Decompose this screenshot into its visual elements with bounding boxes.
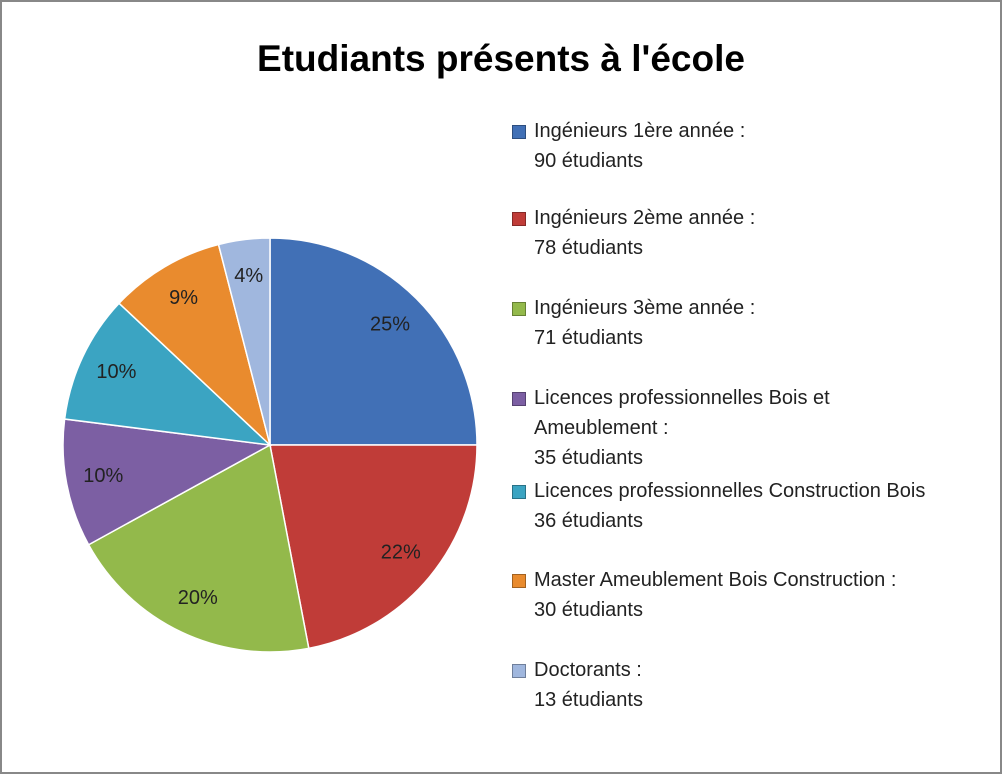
pie-slice — [269, 444, 478, 650]
legend-swatch — [512, 664, 526, 678]
data-label: 22% — [381, 541, 421, 563]
data-label: 10% — [96, 361, 136, 383]
data-label: 10% — [83, 465, 123, 487]
legend-entry: Ingénieurs 1ère année : 90 étudiants — [512, 116, 1000, 176]
pie-slice — [118, 243, 272, 448]
pie-slice — [63, 302, 273, 447]
legend-swatch — [512, 212, 526, 226]
data-label: 20% — [178, 587, 218, 609]
pie-slice — [269, 237, 478, 446]
legend-swatch — [512, 485, 526, 499]
chart-title: Etudiants présents à l'école — [257, 38, 745, 79]
legend-swatch — [512, 392, 526, 406]
legend-entry: Ingénieurs 3ème année : 71 étudiants — [512, 293, 1000, 353]
legend-label: Master Ameublement Bois Construction : 3… — [534, 569, 897, 621]
pie-slice — [87, 443, 310, 653]
data-label: 4% — [234, 265, 263, 287]
legend-entry: Licences professionnelles Bois et Ameubl… — [512, 383, 1000, 473]
legend-label: Licences professionnelles Bois et Ameubl… — [534, 387, 830, 469]
legend-swatch — [512, 125, 526, 139]
legend-label: Doctorants : 13 étudiants — [534, 659, 643, 711]
pie-slice — [217, 237, 271, 446]
data-label: 25% — [370, 313, 410, 335]
legend-entry: Licences professionnelles Construction B… — [512, 476, 1000, 536]
legend-entry: Ingénieurs 2ème année : 78 étudiants — [512, 203, 1000, 263]
data-label: 9% — [169, 287, 198, 309]
legend-entry: Master Ameublement Bois Construction : 3… — [512, 565, 1000, 625]
legend-label: Licences professionnelles Construction B… — [534, 480, 926, 532]
pie-slice — [62, 418, 273, 546]
legend-label: Ingénieurs 3ème année : 71 étudiants — [534, 297, 756, 349]
legend-label: Ingénieurs 1ère année : 90 étudiants — [534, 120, 746, 172]
legend-label: Ingénieurs 2ème année : 78 étudiants — [534, 207, 756, 259]
legend-entry: Doctorants : 13 étudiants — [512, 655, 1000, 715]
legend-swatch — [512, 574, 526, 588]
legend-swatch — [512, 302, 526, 316]
